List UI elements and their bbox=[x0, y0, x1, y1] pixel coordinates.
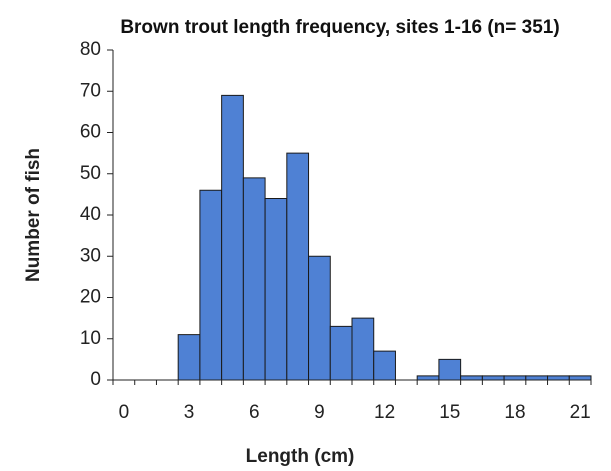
x-tick-label: 21 bbox=[570, 402, 591, 423]
bar bbox=[416, 375, 440, 381]
x-axis-label: Length (cm) bbox=[246, 446, 355, 467]
y-tick-label: 0 bbox=[90, 369, 101, 390]
bar bbox=[177, 334, 201, 381]
y-tick-label: 10 bbox=[80, 328, 101, 349]
bar bbox=[438, 358, 462, 381]
bar bbox=[525, 375, 549, 381]
x-tick-label: 3 bbox=[184, 402, 195, 423]
bar bbox=[199, 189, 223, 381]
bar bbox=[308, 255, 331, 381]
x-tick-label: 6 bbox=[249, 402, 260, 423]
bar bbox=[481, 375, 505, 381]
bar bbox=[460, 375, 483, 381]
y-tick-label: 70 bbox=[80, 80, 101, 101]
y-tick-label: 20 bbox=[80, 287, 101, 308]
y-tick-label: 50 bbox=[80, 163, 101, 184]
x-tick-label: 15 bbox=[439, 402, 460, 423]
x-tick-label: 12 bbox=[374, 402, 395, 423]
y-tick-label: 80 bbox=[80, 39, 101, 60]
bar bbox=[568, 375, 592, 381]
bar bbox=[503, 375, 527, 381]
y-tick-label: 30 bbox=[80, 245, 101, 266]
y-tick-label: 60 bbox=[80, 122, 101, 143]
chart-title: Brown trout length frequency, sites 1-16… bbox=[120, 17, 560, 38]
bar bbox=[329, 325, 353, 381]
x-tick-label: 18 bbox=[504, 402, 525, 423]
x-tick-label: 0 bbox=[119, 402, 130, 423]
bar bbox=[221, 94, 244, 381]
bar bbox=[547, 375, 570, 381]
x-tick-label: 9 bbox=[314, 402, 325, 423]
bar bbox=[373, 350, 396, 381]
y-axis-label: Number of fish bbox=[23, 148, 44, 282]
y-tick-label: 40 bbox=[80, 204, 101, 225]
bar bbox=[286, 152, 310, 381]
bar bbox=[351, 317, 375, 381]
bar bbox=[242, 177, 266, 381]
bar bbox=[264, 198, 288, 381]
